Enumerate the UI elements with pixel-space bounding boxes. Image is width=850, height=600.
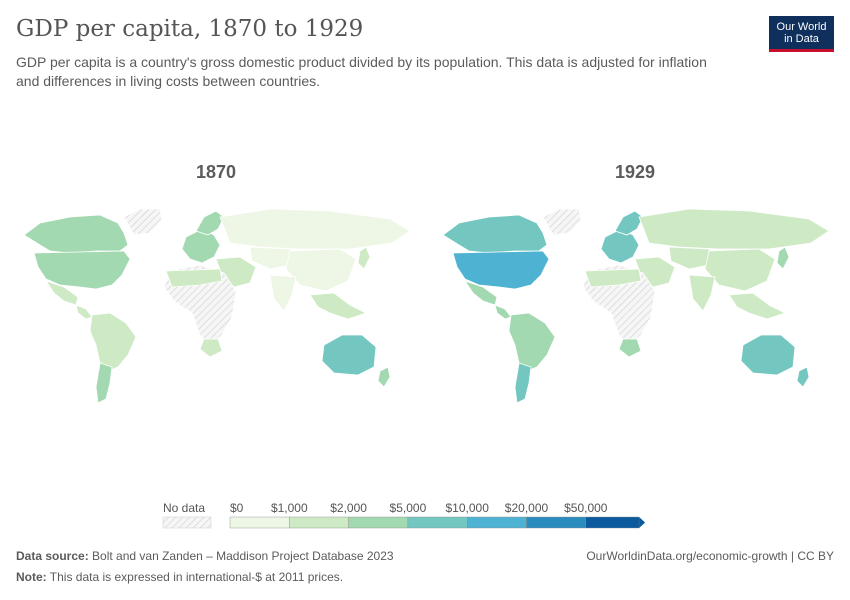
- legend-tick-label: $2,000: [330, 501, 367, 515]
- region-greenland-1929[interactable]: [542, 208, 582, 236]
- region-greenland-1870[interactable]: [123, 208, 163, 236]
- legend-swatch-2: [348, 516, 409, 529]
- region-usa-1929[interactable]: [452, 250, 550, 290]
- legend-no-data-swatch: [162, 516, 212, 529]
- region-argentina-1870[interactable]: [95, 362, 113, 404]
- legend-tick-label: $50,000: [564, 501, 608, 515]
- region-central-america-1870[interactable]: [75, 304, 93, 320]
- region-japan-1870[interactable]: [357, 246, 371, 270]
- region-usa-1870[interactable]: [33, 250, 131, 290]
- region-australia-1929[interactable]: [740, 334, 796, 376]
- legend-tick-label: $10,000: [446, 501, 490, 515]
- region-russia-1870[interactable]: [219, 208, 411, 250]
- region-india-1870[interactable]: [269, 274, 297, 312]
- region-scandinavia-1929[interactable]: [614, 210, 644, 236]
- region-new-zealand-1870[interactable]: [377, 366, 391, 388]
- footer-attribution[interactable]: OurWorldinData.org/economic-growth | CC …: [586, 549, 834, 563]
- region-north-africa-1870[interactable]: [165, 268, 223, 288]
- region-china-1870[interactable]: [285, 248, 357, 292]
- legend-swatch-1: [289, 516, 349, 529]
- legend-swatch-6: [585, 516, 640, 529]
- region-china-1929[interactable]: [704, 248, 776, 292]
- legend-swatch-3: [407, 516, 468, 529]
- region-southeast-asia-1870[interactable]: [309, 292, 368, 320]
- legend-swatch-4: [467, 516, 527, 529]
- world-maps: [23, 208, 830, 404]
- legend-tick-label: $0: [230, 501, 244, 515]
- map-year-label-1870: 1870: [195, 162, 237, 182]
- region-india-1929[interactable]: [688, 274, 716, 312]
- legend-tick-label: $1,000: [271, 501, 308, 515]
- region-australia-1870[interactable]: [321, 334, 377, 376]
- legend-arrow: [639, 517, 646, 528]
- region-southeast-asia-1929[interactable]: [728, 292, 787, 320]
- legend-bins: $0 $1,000 $2,000 $5,000 $10,000 $20,000 $50,00…: [229, 501, 646, 529]
- region-south-america-1929[interactable]: [508, 312, 556, 372]
- chart-title: GDP per capita, 1870 to 1929: [16, 16, 364, 42]
- region-japan-1929[interactable]: [776, 246, 790, 270]
- map-1870: [23, 208, 411, 404]
- source-label: Data source:: [16, 549, 89, 563]
- legend-swatch-0: [229, 516, 290, 529]
- region-north-america-1870[interactable]: [23, 214, 129, 254]
- legend-no-data-label: No data: [163, 501, 205, 515]
- source-text[interactable]: Bolt and van Zanden – Maddison Project D…: [92, 549, 394, 563]
- map-1929: [442, 208, 830, 404]
- footer-source: Data source: Bolt and van Zanden – Maddi…: [16, 549, 394, 563]
- region-south-america-1870[interactable]: [89, 312, 137, 372]
- region-western-europe-1929[interactable]: [600, 228, 640, 264]
- chart-subtitle: GDP per capita is a country's gross dome…: [16, 54, 707, 89]
- footer-note: Note: This data is expressed in internat…: [16, 570, 343, 584]
- region-south-africa-1929[interactable]: [618, 338, 642, 358]
- region-new-zealand-1929[interactable]: [796, 366, 810, 388]
- legend-swatch-5: [526, 516, 586, 529]
- legend-tick-label: $5,000: [390, 501, 427, 515]
- note-text: This data is expressed in international-…: [49, 570, 344, 584]
- note-label: Note:: [16, 570, 47, 584]
- region-russia-1929[interactable]: [638, 208, 830, 250]
- legend-tick-label: $20,000: [505, 501, 549, 515]
- owid-logo[interactable]: Our World in Data: [769, 16, 834, 52]
- region-western-europe-1870[interactable]: [181, 228, 221, 264]
- logo-line-2: in Data: [784, 33, 819, 45]
- region-central-america-1929[interactable]: [494, 304, 512, 320]
- region-scandinavia-1870[interactable]: [195, 210, 225, 236]
- region-north-america-1929[interactable]: [442, 214, 548, 254]
- region-south-africa-1870[interactable]: [199, 338, 223, 358]
- region-argentina-1929[interactable]: [514, 362, 532, 404]
- map-year-label-1929: 1929: [614, 162, 656, 182]
- color-legend: No data $0 $1,000 $2,000 $5,000 $10,000 $20,0…: [162, 501, 646, 529]
- region-north-africa-1929[interactable]: [584, 268, 642, 288]
- logo-line-1: Our World: [776, 21, 827, 33]
